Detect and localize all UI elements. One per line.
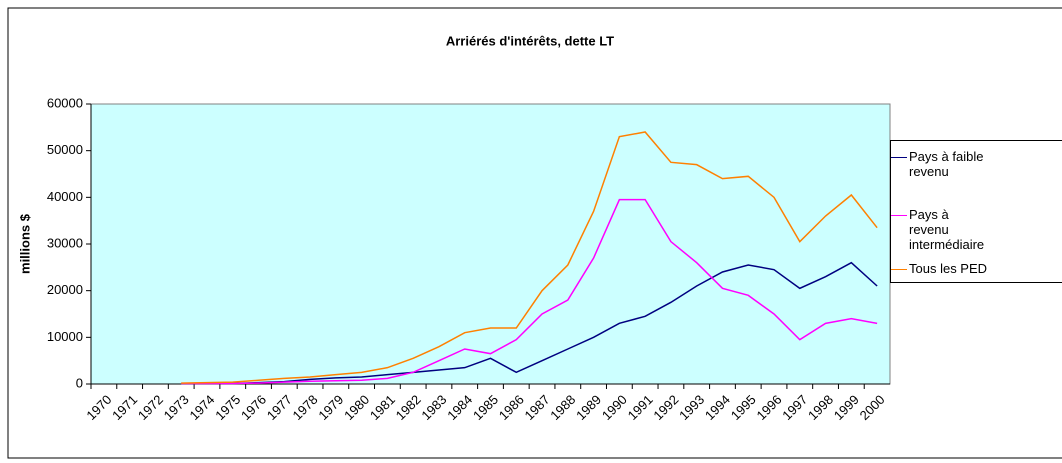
legend-item: Pays à faible revenu <box>891 149 989 179</box>
y-tick-label: 50000 <box>47 142 83 157</box>
legend-swatch <box>891 157 907 158</box>
y-tick-label: 40000 <box>47 189 83 204</box>
legend-swatch <box>891 215 907 216</box>
plot-area <box>90 103 891 385</box>
legend-label: Pays à faible revenu <box>909 149 984 179</box>
legend-swatch <box>891 269 907 270</box>
legend-label: Pays à revenu intermédiaire <box>909 207 985 252</box>
series-line <box>181 131 878 384</box>
y-tick-label: 20000 <box>47 282 83 297</box>
legend-label: Tous les PED <box>909 261 988 276</box>
y-tick-label: 0 <box>76 375 83 390</box>
y-axis-title: millions $ <box>17 213 32 274</box>
y-tick-label: 60000 <box>47 95 83 110</box>
legend-item: Tous les PED <box>891 261 989 276</box>
y-tick-label: 10000 <box>47 329 83 344</box>
y-tick-label: 30000 <box>47 235 83 250</box>
chart-title: Arriérés d'intérêts, dette LT <box>446 33 614 48</box>
series-line <box>181 198 878 385</box>
series-line <box>181 261 878 385</box>
legend: Pays à faible revenu Pays à revenu interm… <box>890 140 1062 283</box>
legend-item: Pays à revenu intermédiaire <box>891 207 989 252</box>
